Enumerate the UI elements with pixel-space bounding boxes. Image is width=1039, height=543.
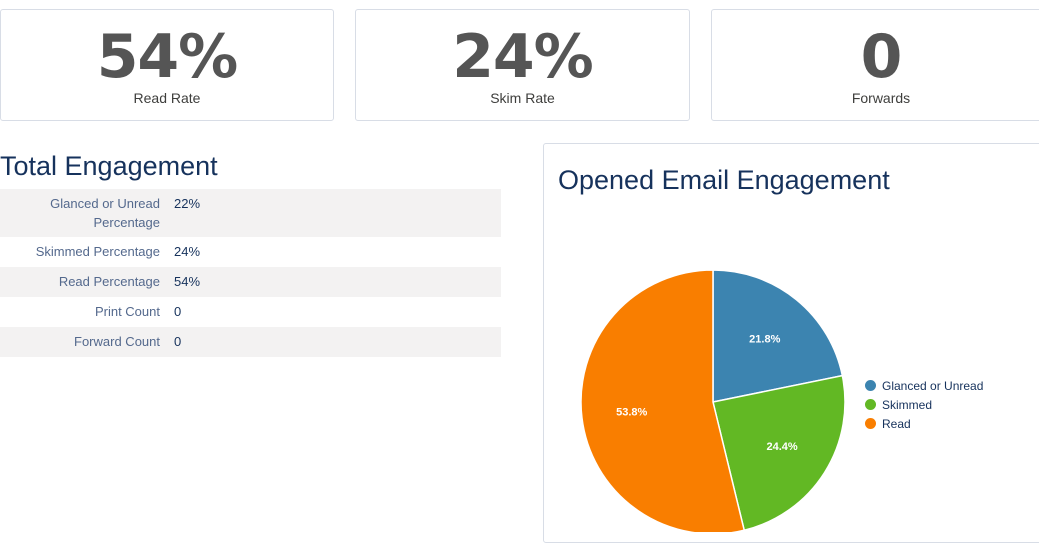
table-row: Skimmed Percentage 24% [0, 237, 501, 267]
row-label-print: Print Count [94, 304, 160, 319]
chart-title: Opened Email Engagement [558, 165, 890, 195]
skim-rate-label: Skim Rate [490, 90, 555, 106]
read-rate-card: 54% Read Rate [0, 9, 334, 121]
table-row: Print Count 0 [0, 297, 501, 327]
row-label-forward: Forward Count [74, 334, 160, 349]
legend-item[interactable]: Glanced or Unread [865, 376, 983, 395]
pie-chart: 21.8% 24.4% 53.8% [580, 269, 846, 532]
pie-slice-skimmed[interactable] [712, 374, 846, 532]
table-row: Forward Count 0 [0, 327, 501, 357]
skim-rate-card: 24% Skim Rate [355, 9, 690, 121]
row-value-glanced: 22% [174, 196, 201, 211]
total-engagement-title: Total Engagement [0, 151, 218, 181]
pie-slice-read[interactable] [580, 269, 746, 532]
row-value-print: 0 [174, 304, 182, 319]
legend-label: Glanced or Unread [882, 378, 984, 393]
pie-data-label: 21.8% [749, 334, 780, 346]
read-rate-label: Read Rate [133, 90, 201, 106]
read-rate-value: 54% [96, 22, 239, 92]
forwards-value: 0 [860, 22, 903, 92]
legend-label: Read [882, 416, 911, 431]
forwards-card: 0 Forwards [711, 9, 1039, 121]
opened-email-engagement-card: Opened Email Engagement 21.8% 24.4% 53.8% … [543, 143, 1039, 543]
legend-item[interactable]: Skimmed [865, 395, 983, 414]
pie-data-label: 53.8% [616, 407, 647, 419]
table-row: Read Percentage 54% [0, 267, 501, 297]
table-row: Glanced or Unread Percentage 22% [0, 189, 501, 237]
forwards-label: Forwards [851, 90, 911, 106]
legend-dot-icon [865, 418, 876, 429]
legend-label: Skimmed [882, 397, 933, 412]
row-label-skimmed: Skimmed Percentage [35, 244, 160, 259]
row-value-forward: 0 [174, 334, 182, 349]
pie-data-label: 24.4% [766, 441, 797, 453]
row-value-read: 54% [174, 274, 201, 289]
legend-dot-icon [865, 399, 876, 410]
row-label-read: Read Percentage [58, 274, 160, 289]
pie-slice-glanced-or-unread[interactable] [712, 269, 844, 403]
row-label-glanced: Glanced or Unread Percentage [50, 196, 160, 230]
skim-rate-value: 24% [452, 22, 594, 92]
engagement-table: Glanced or Unread Percentage 22% Skimmed… [0, 189, 501, 357]
chart-legend: Glanced or Unread Skimmed Read [865, 376, 983, 433]
row-value-skimmed: 24% [174, 244, 201, 259]
legend-dot-icon [865, 380, 876, 391]
legend-item[interactable]: Read [865, 414, 983, 433]
